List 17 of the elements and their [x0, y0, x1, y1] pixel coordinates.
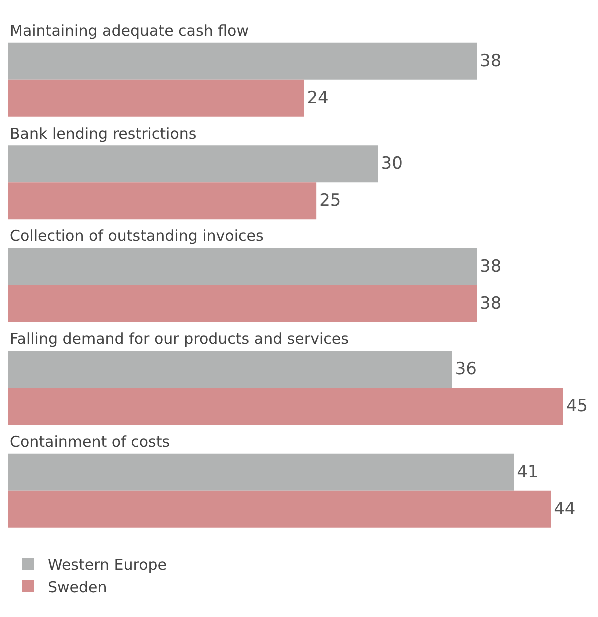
legend-label: Sweden: [48, 578, 108, 596]
y-tick-label: Maintaining adequate cash flow: [10, 22, 249, 40]
data-label: 38: [480, 51, 502, 72]
data-label: 44: [554, 499, 576, 520]
y-tick-label: Bank lending restrictions: [10, 125, 197, 143]
data-label: 38: [480, 256, 502, 277]
legend-label: Western Europe: [48, 556, 168, 574]
y-tick-label: Containment of costs: [10, 433, 170, 451]
data-label: 30: [381, 154, 403, 174]
y-tick-label: Falling demand for our products and services: [10, 330, 350, 348]
data-label: 24: [307, 88, 329, 108]
data-label: 38: [480, 294, 502, 314]
data-label: 45: [566, 396, 588, 417]
y-tick-label: Collection of outstanding invoices: [10, 227, 264, 245]
data-label: 25: [320, 191, 342, 212]
data-label: 36: [455, 360, 477, 380]
data-label: 41: [517, 462, 539, 482]
